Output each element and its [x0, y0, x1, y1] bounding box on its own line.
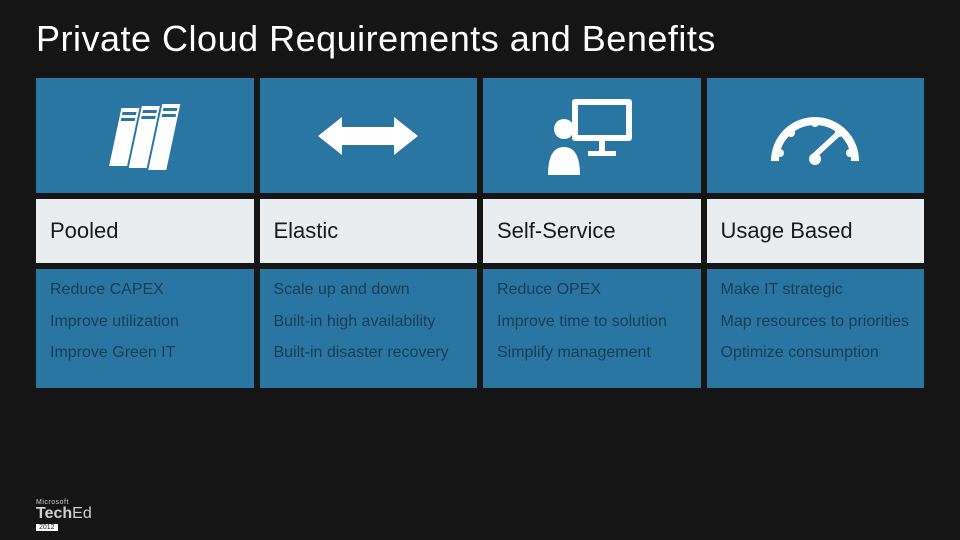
benefit-item: Scale up and down: [274, 279, 466, 301]
benefit-item: Map resources to priorities: [721, 311, 913, 333]
arrows-icon: [318, 111, 418, 161]
gauge-icon: [765, 101, 865, 171]
label-usage: Usage Based: [707, 199, 925, 263]
content-grid: Pooled Elastic Self-Service Usage Based …: [0, 60, 960, 388]
footer-year: 2012: [36, 524, 58, 531]
benefits-elastic: Scale up and down Built-in high availabi…: [260, 269, 478, 388]
benefit-item: Reduce OPEX: [497, 279, 689, 301]
icon-cell-selfservice: [483, 78, 701, 193]
footer-brand: TechEd: [36, 506, 92, 522]
icon-cell-pooled: [36, 78, 254, 193]
benefit-item: Simplify management: [497, 342, 689, 364]
label-elastic: Elastic: [260, 199, 478, 263]
slide-title: Private Cloud Requirements and Benefits: [0, 0, 960, 60]
benefit-item: Improve utilization: [50, 311, 242, 333]
benefit-item: Improve time to solution: [497, 311, 689, 333]
benefit-item: Built-in high availability: [274, 311, 466, 333]
benefits-usage: Make IT strategic Map resources to prior…: [707, 269, 925, 388]
benefit-item: Optimize consumption: [721, 342, 913, 364]
footer-branding: Microsoft TechEd 2012: [36, 499, 92, 532]
servers-icon: [100, 96, 190, 176]
label-pooled: Pooled: [36, 199, 254, 263]
benefits-selfservice: Reduce OPEX Improve time to solution Sim…: [483, 269, 701, 388]
label-selfservice: Self-Service: [483, 199, 701, 263]
benefits-pooled: Reduce CAPEX Improve utilization Improve…: [36, 269, 254, 388]
benefit-item: Make IT strategic: [721, 279, 913, 301]
benefit-item: Built-in disaster recovery: [274, 342, 466, 364]
benefit-item: Reduce CAPEX: [50, 279, 242, 301]
icon-cell-elastic: [260, 78, 478, 193]
icon-cell-usage: [707, 78, 925, 193]
benefit-item: Improve Green IT: [50, 342, 242, 364]
presenter-icon: [542, 93, 642, 178]
